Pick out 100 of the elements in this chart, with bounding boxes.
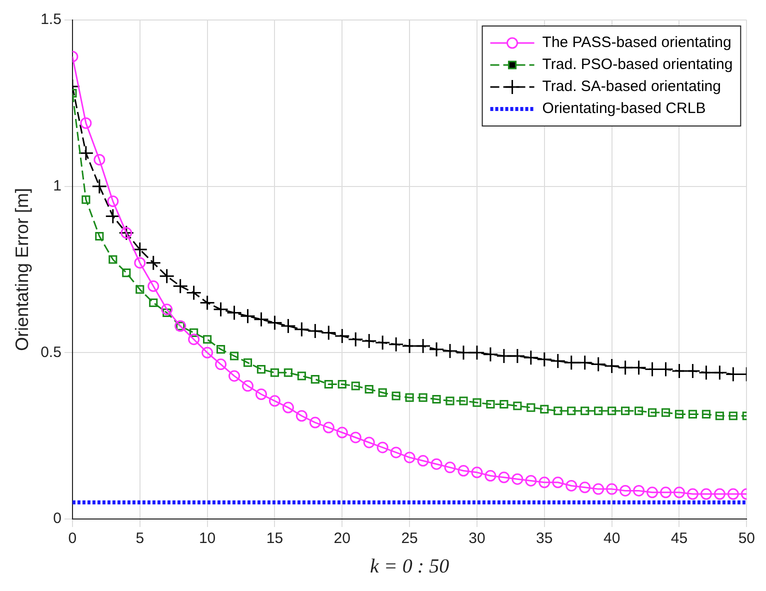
point	[338, 380, 346, 389]
point	[594, 406, 603, 416]
point	[392, 392, 400, 400]
point	[634, 406, 644, 416]
point	[444, 462, 456, 474]
x-tick-label: 30	[468, 530, 486, 548]
point	[294, 322, 310, 338]
point	[688, 410, 698, 418]
point	[725, 366, 741, 382]
point	[702, 410, 710, 418]
point	[82, 195, 90, 204]
point	[324, 380, 333, 389]
point	[80, 117, 92, 129]
point	[512, 473, 524, 485]
point	[148, 280, 160, 292]
point	[417, 455, 429, 467]
point	[592, 483, 604, 495]
point	[658, 362, 674, 378]
point	[432, 394, 441, 404]
point	[486, 400, 495, 409]
point	[402, 338, 418, 354]
point	[161, 304, 173, 316]
point	[482, 346, 498, 362]
point	[322, 422, 334, 434]
point	[566, 480, 578, 492]
point	[190, 328, 198, 337]
y-tick-label: 1.5	[40, 11, 62, 28]
point	[92, 178, 108, 194]
point	[310, 374, 320, 384]
y-axis-title: Orientating Error [m]	[12, 188, 32, 352]
point	[243, 358, 252, 367]
point	[266, 314, 282, 330]
point	[307, 323, 323, 339]
point	[523, 350, 539, 366]
point	[728, 412, 738, 420]
point	[297, 372, 306, 380]
point	[136, 285, 144, 294]
point	[159, 268, 175, 284]
legend-label: Orientating-based CRLB	[542, 100, 706, 118]
point	[309, 416, 321, 428]
point	[646, 486, 658, 498]
x-tick-label: 25	[401, 530, 418, 548]
point	[108, 255, 118, 264]
point	[621, 406, 630, 416]
point	[415, 338, 431, 354]
point	[149, 298, 158, 308]
point	[536, 352, 552, 368]
point	[472, 398, 482, 407]
point	[203, 335, 212, 344]
point	[280, 318, 296, 334]
point	[644, 362, 660, 378]
point	[334, 328, 350, 344]
point	[698, 364, 714, 380]
x-tick-label: 45	[670, 530, 688, 548]
point	[255, 388, 267, 400]
point	[673, 486, 685, 498]
point	[216, 345, 226, 354]
point	[94, 154, 106, 166]
point	[540, 404, 549, 414]
point	[554, 406, 562, 416]
point	[240, 308, 256, 324]
point	[405, 393, 414, 402]
point	[469, 344, 485, 360]
point	[200, 295, 216, 311]
point	[378, 388, 387, 397]
point	[496, 348, 512, 364]
point	[256, 365, 266, 374]
point	[186, 285, 202, 301]
point	[242, 380, 254, 392]
point	[107, 196, 119, 208]
point	[374, 334, 390, 350]
point	[442, 343, 458, 359]
point	[579, 482, 591, 494]
point	[456, 344, 472, 360]
point	[538, 476, 550, 488]
point	[564, 354, 580, 370]
point	[320, 324, 336, 340]
point	[95, 232, 104, 241]
point	[620, 484, 632, 496]
x-tick-label: 10	[198, 530, 216, 548]
point	[714, 488, 726, 500]
point	[348, 332, 364, 348]
point	[604, 358, 620, 374]
point	[550, 353, 566, 369]
point	[484, 470, 496, 482]
point	[661, 408, 670, 417]
point	[363, 436, 375, 448]
x-tick-label: 0	[68, 530, 77, 548]
point	[361, 333, 377, 349]
point	[674, 410, 684, 418]
point	[213, 302, 229, 318]
point	[660, 486, 672, 498]
point	[525, 474, 537, 486]
point	[715, 412, 724, 420]
point	[684, 363, 700, 379]
point	[428, 342, 444, 358]
point	[648, 408, 657, 417]
point	[376, 442, 388, 454]
y-tick-label: 0.5	[40, 344, 62, 361]
point	[284, 368, 292, 377]
